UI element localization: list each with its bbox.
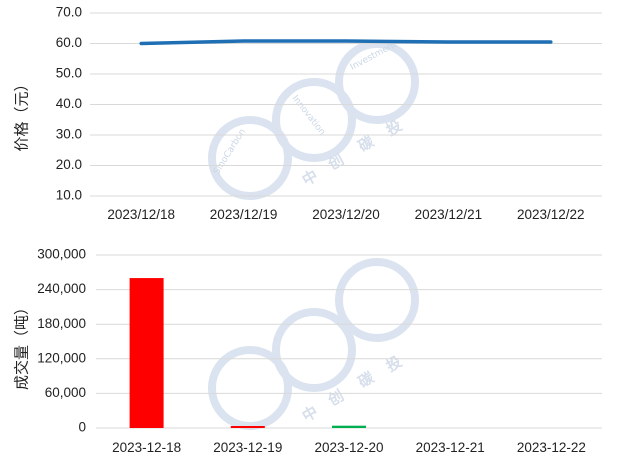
volume-y-tick-label: 240,000 xyxy=(37,281,86,296)
watermark-ring-text-2: Innovation xyxy=(290,94,327,138)
price-x-tick-label: 2023/12/22 xyxy=(517,207,585,222)
price-y-tick-label: 30.0 xyxy=(56,127,82,142)
volume-x-tick-label: 2023-12-20 xyxy=(314,440,383,455)
volume-y-tick-label: 300,000 xyxy=(37,247,86,262)
watermark-top: SinoCarbon Innovation Investment 中 创 碳 投 xyxy=(208,40,419,200)
volume-x-tick-label: 2023-12-19 xyxy=(213,440,282,455)
price-x-tick-label: 2023/12/21 xyxy=(415,207,483,222)
watermark-bottom: 中 创 碳 投 xyxy=(208,258,419,430)
volume-y-tick-label: 120,000 xyxy=(37,350,86,365)
volume-axis-label: 成交量（吨） xyxy=(13,300,31,390)
volume-x-tick-label: 2023-12-18 xyxy=(112,440,181,455)
price-y-tick-label: 20.0 xyxy=(56,157,82,172)
price-y-tick-label: 60.0 xyxy=(56,35,82,50)
watermark-char-1: 中 xyxy=(299,166,321,189)
price-data-point xyxy=(243,40,245,42)
volume-y-tick-label: 0 xyxy=(78,420,86,435)
price-y-tick-label: 50.0 xyxy=(56,66,82,81)
price-y-tick-label: 70.0 xyxy=(56,5,82,20)
price-line-chart: 10.0 20.0 30.0 40.0 50.0 60.0 70.0 2023/12/18 20… xyxy=(56,5,602,222)
volume-y-tick-label: 180,000 xyxy=(37,316,86,331)
price-axis-label: 价格（元） xyxy=(13,76,31,151)
watermark-char-6: 创 xyxy=(324,386,347,410)
volume-bar-chart: 0 60,000 120,000 180,000 240,000 300,000 2023-… xyxy=(37,247,602,455)
price-x-tick-label: 2023/12/18 xyxy=(107,207,175,222)
price-data-point xyxy=(550,41,552,43)
price-y-tick-label: 10.0 xyxy=(56,188,82,203)
watermark-char-7: 碳 xyxy=(355,368,378,392)
volume-bar xyxy=(230,426,265,428)
price-data-point xyxy=(140,43,142,44)
watermark-char-5: 中 xyxy=(299,402,321,425)
price-data-point xyxy=(447,41,449,43)
watermark-char-2: 创 xyxy=(324,150,347,174)
volume-x-tick-label: 2023-12-22 xyxy=(517,440,586,455)
volume-x-tick-label: 2023-12-21 xyxy=(416,440,485,455)
watermark-char-8: 投 xyxy=(383,352,405,375)
price-x-tick-label: 2023/12/19 xyxy=(210,207,278,222)
volume-bar xyxy=(129,278,164,428)
price-data-point xyxy=(345,40,347,42)
price-y-tick-label: 40.0 xyxy=(56,96,82,111)
price-x-tick-label: 2023/12/20 xyxy=(312,207,380,222)
volume-bar xyxy=(332,425,366,428)
volume-y-tick-label: 60,000 xyxy=(45,385,86,400)
